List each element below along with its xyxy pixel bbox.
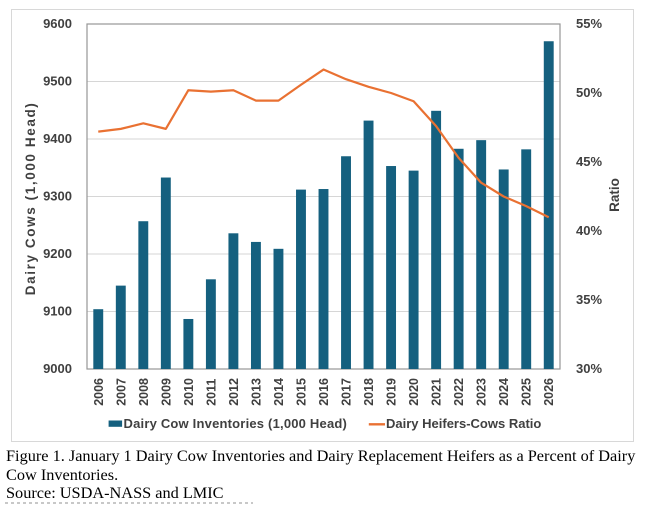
svg-text:2026: 2026 [542,378,556,406]
svg-text:9200: 9200 [43,246,72,261]
svg-text:2018: 2018 [362,378,376,406]
svg-text:2012: 2012 [227,378,241,406]
svg-text:Dairy Cow Inventories (1,000 H: Dairy Cow Inventories (1,000 Head) [124,416,348,431]
svg-text:Ratio: Ratio [607,178,622,212]
svg-text:35%: 35% [576,292,602,307]
svg-text:30%: 30% [576,361,602,376]
svg-text:2025: 2025 [520,378,534,406]
svg-text:2008: 2008 [137,378,151,406]
svg-text:2021: 2021 [430,378,444,406]
svg-text:2006: 2006 [92,378,106,406]
svg-text:2020: 2020 [407,378,421,406]
svg-text:2011: 2011 [204,379,218,406]
svg-text:Dairy Heifers-Cows Ratio: Dairy Heifers-Cows Ratio [386,416,541,431]
svg-text:2014: 2014 [272,378,286,406]
svg-text:2019: 2019 [385,378,399,406]
svg-text:2013: 2013 [249,378,263,406]
svg-text:9000: 9000 [43,361,72,376]
svg-text:9400: 9400 [43,131,72,146]
svg-text:9100: 9100 [43,303,72,318]
svg-text:2023: 2023 [475,378,489,406]
svg-text:9600: 9600 [43,16,72,31]
svg-text:50%: 50% [576,85,602,100]
svg-text:45%: 45% [576,154,602,169]
svg-text:2022: 2022 [452,378,466,406]
svg-text:2024: 2024 [497,378,511,406]
svg-text:2007: 2007 [114,378,128,406]
svg-text:Dairy Cows (1,000 Head): Dairy Cows (1,000 Head) [23,102,38,296]
svg-text:9500: 9500 [43,73,72,88]
svg-text:40%: 40% [576,223,602,238]
svg-text:2010: 2010 [182,378,196,406]
svg-text:2016: 2016 [317,378,331,406]
svg-text:2009: 2009 [159,378,173,406]
svg-text:55%: 55% [576,16,602,31]
svg-text:2015: 2015 [294,378,308,406]
svg-text:2017: 2017 [340,378,354,406]
svg-text:9300: 9300 [43,188,72,203]
